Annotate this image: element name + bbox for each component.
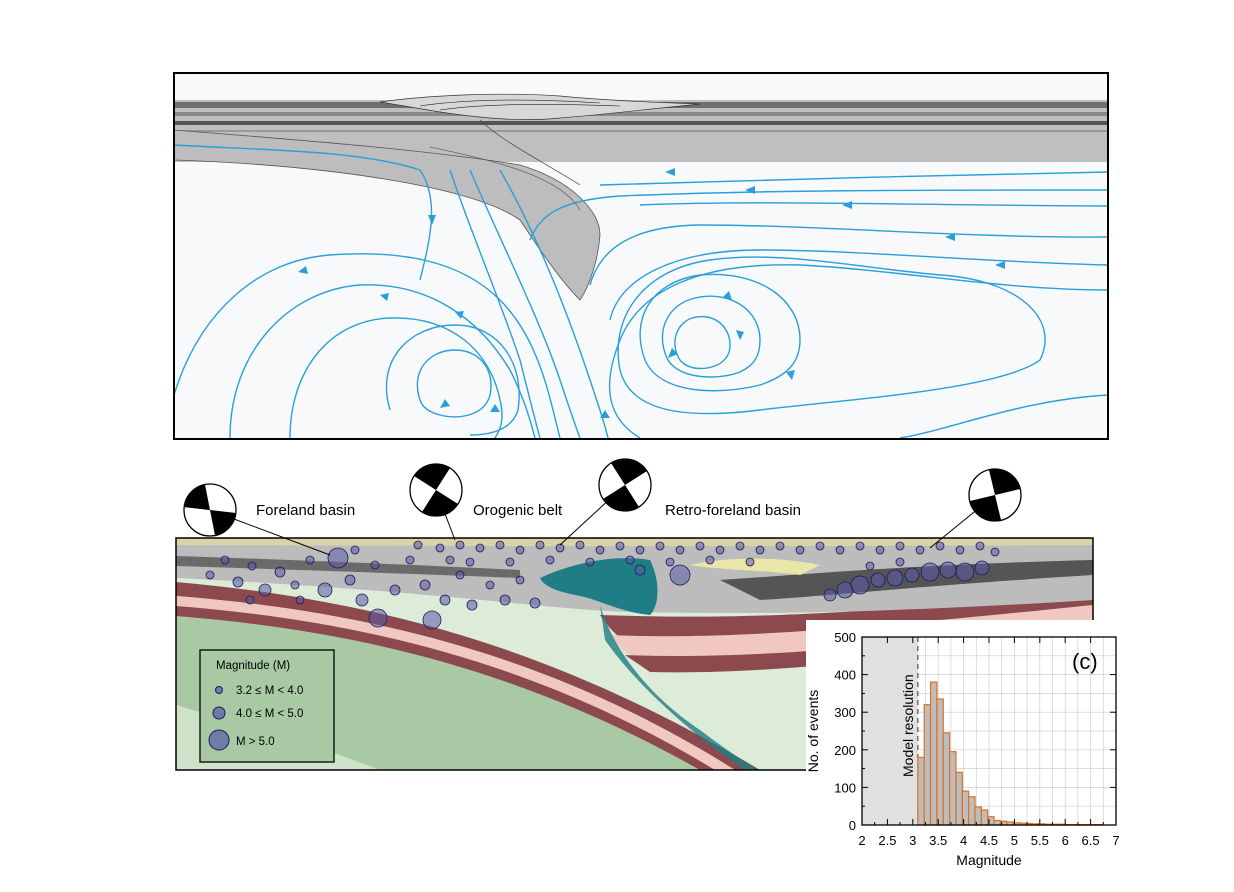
magnitude-legend: Magnitude (M) 3.2 ≤ M < 4.0 4.0 ≤ M < 5.… [199,649,335,763]
mantle-flow-panel [174,73,1108,439]
wedge-detail-1 [419,99,601,107]
y-tick-label: 0 [849,818,856,833]
y-tick-label: 200 [834,743,856,758]
resolution-shade [862,637,918,825]
focal-mechanisms [183,458,1022,556]
panel-label: (c) [1072,649,1098,674]
x-tick-label: 2 [858,833,865,848]
wedge-detail-2 [439,104,621,111]
histogram-bar [949,751,957,826]
magnitude-histogram: 2 2.5 3 3.5 4 4.5 5 5.5 6 6.5 7 0 100 200 300 400 500 Mo… [805,620,1126,882]
retro-dark-band [720,560,1093,600]
subducting-slab [174,129,601,301]
model-resolution-label: Model resolution [900,674,916,777]
legend-marker-large [208,729,230,751]
legend-medium: 4.0 ≤ M < 5.0 [236,708,303,720]
x-axis-label: Magnitude [956,852,1022,868]
histogram-bar [917,756,925,826]
x-tick-label: 3 [909,833,916,848]
legend-small: 3.2 ≤ M < 4.0 [236,685,303,697]
histogram-bar [942,732,951,826]
yellow-lens [690,558,820,575]
y-tick-label: 500 [834,630,856,645]
upper-crust-red-2 [625,620,1093,673]
teal-wedge [540,558,658,615]
histogram-background [806,620,1126,882]
y-tick-label: 100 [834,780,856,795]
histogram-bar [980,809,989,826]
beachball-icon [409,463,463,517]
quake [205,570,215,580]
plate-layer-thin [174,130,1108,132]
x-tick-label: 5.5 [1031,833,1049,848]
sediment-top [176,538,1093,547]
slab-inner-line [429,146,581,211]
x-tick-label: 4.5 [980,833,998,848]
flow-lines [174,144,1108,439]
beachball-icon [183,483,237,537]
slab-crust-red [176,582,760,770]
x-tick-label: 4 [960,833,967,848]
x-tick-label: 6 [1062,833,1069,848]
y-axis-label: No. of events [805,690,821,773]
crust-dark-band [176,556,520,578]
label-orogenic-belt: Orogenic belt [473,502,563,519]
x-tick-label: 6.5 [1082,833,1100,848]
x-tick-label: 2.5 [878,833,896,848]
x-tick-label: 3.5 [929,833,947,848]
accretionary-wedge [379,93,701,120]
label-foreland-basin: Foreland basin [256,502,355,519]
label-retro-foreland-basin: Retro-foreland basin [665,502,801,519]
suture-line [479,119,581,186]
histogram-bar [968,796,976,826]
plate-layer-dark-2 [174,121,1108,125]
histogram-bar [923,704,932,826]
x-tick-label: 5 [1011,833,1018,848]
legend-large: M > 5.0 [236,736,275,748]
legend-marker-small [215,686,223,694]
beachball-icon [968,468,1022,522]
legend-title: Magnitude (M) [216,660,290,672]
y-tick-label: 300 [834,705,856,720]
histogram-bar [955,771,963,826]
x-tick-label: 7 [1112,833,1119,848]
histogram-ticks: 2 2.5 3 3.5 4 4.5 5 5.5 6 6.5 7 0 100 200 300 400 500 [834,630,1119,848]
beachball-icon [598,458,652,512]
histogram-bar [936,698,944,826]
legend-marker-medium [212,706,226,720]
flowline-1 [599,171,1108,186]
y-tick-label: 400 [834,668,856,683]
mantle-flow-frame [173,72,1109,440]
flowline-3 [639,202,1108,207]
histogram-bar [929,681,938,826]
earthquake-events [205,540,1000,630]
flow-arrows [298,168,1005,418]
histogram-bar [993,819,1002,826]
plate-layer-mid [174,112,1108,116]
